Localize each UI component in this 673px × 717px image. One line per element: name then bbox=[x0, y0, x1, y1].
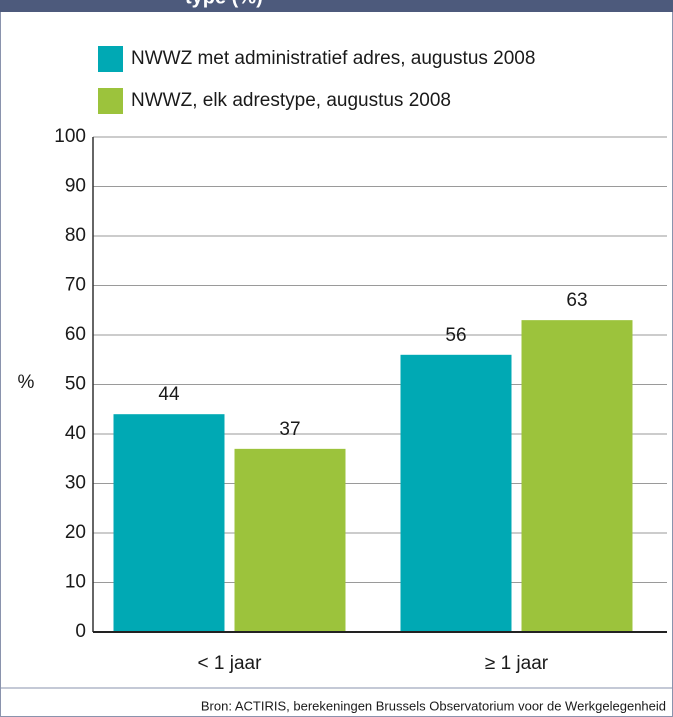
y-tick-label: 50 bbox=[65, 374, 86, 395]
chart-title: type (%) bbox=[185, 0, 263, 8]
y-tick-label: 30 bbox=[65, 473, 86, 494]
legend-swatch bbox=[98, 46, 123, 72]
y-tick-label: 40 bbox=[65, 423, 86, 444]
value-label: 63 bbox=[566, 290, 587, 311]
y-tick-label: 0 bbox=[75, 621, 86, 642]
y-tick-label: 20 bbox=[65, 522, 86, 543]
y-tick-label: 10 bbox=[65, 572, 86, 593]
header-bar bbox=[0, 0, 673, 12]
value-label: 56 bbox=[445, 325, 466, 346]
bar bbox=[521, 320, 633, 632]
bar bbox=[113, 414, 225, 632]
y-tick-label: 90 bbox=[65, 176, 86, 197]
y-tick-label: 80 bbox=[65, 225, 86, 246]
bar bbox=[400, 354, 512, 632]
x-tick-label: ≥ 1 jaar bbox=[485, 653, 549, 674]
bar bbox=[234, 448, 346, 632]
legend-label: NWWZ, elk adrestype, augustus 2008 bbox=[131, 90, 451, 111]
y-axis-label: % bbox=[18, 372, 35, 393]
y-tick-label: 100 bbox=[54, 126, 86, 147]
legend-swatch bbox=[98, 88, 123, 114]
source: Bron: ACTIRIS, berekeningen Brussels Obs… bbox=[201, 698, 666, 713]
y-tick-label: 70 bbox=[65, 275, 86, 296]
y-tick-label: 60 bbox=[65, 324, 86, 345]
x-tick-label: < 1 jaar bbox=[198, 653, 263, 674]
value-label: 44 bbox=[158, 384, 180, 405]
value-label: 37 bbox=[279, 419, 300, 440]
legend-label: NWWZ met administratief adres, augustus … bbox=[131, 48, 535, 69]
